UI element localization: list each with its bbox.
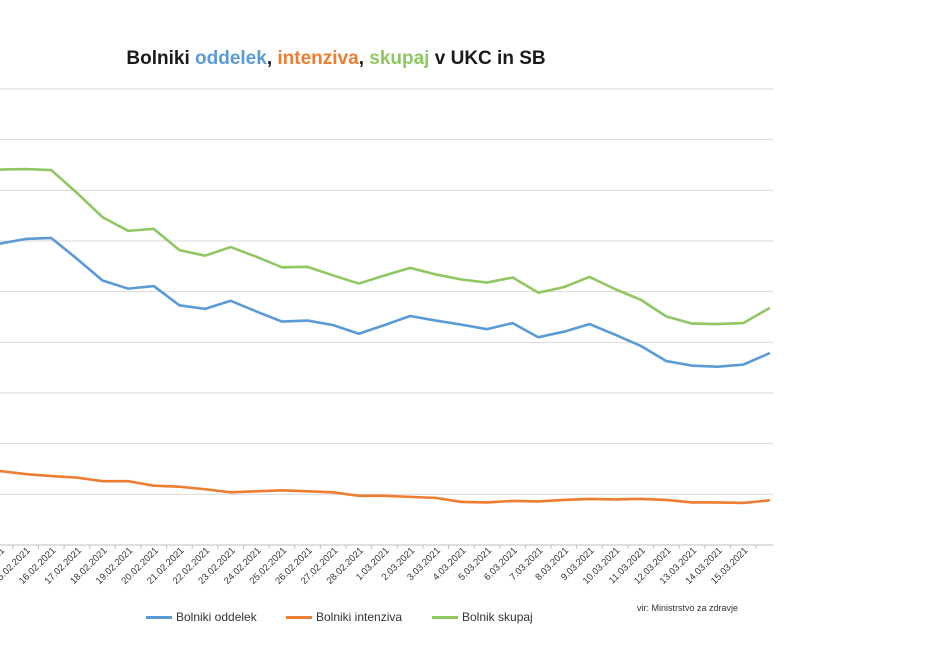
legend-item-oddelek: Bolniki oddelek	[146, 610, 257, 624]
legend-item-skupaj: Bolnik skupaj	[432, 610, 533, 624]
series-lines	[0, 167, 771, 505]
chart-title-part-4: ,	[358, 48, 370, 69]
legend-item-intenziva: Bolniki intenziva	[286, 610, 402, 624]
chart-title-part-2: ,	[266, 48, 278, 69]
legend-swatch-intenziva	[286, 616, 312, 620]
chart-title-part-0: Bolniki	[126, 48, 196, 69]
legend-swatch-oddelek	[146, 616, 172, 620]
chart-title-part-1: oddelek	[195, 48, 267, 69]
series-line-1	[0, 469, 771, 505]
source-note: vir: Ministrstvo za zdravje	[637, 603, 739, 613]
chart-title-part-6: v UKC in SB	[429, 48, 546, 69]
series-line-2	[0, 167, 771, 326]
x-axis: 202115.02.202116.02.202117.02.202118.02.…	[0, 545, 757, 587]
legend-label-intenziva: Bolniki intenziva	[316, 610, 403, 624]
gridlines	[0, 88, 773, 546]
chart-title-part-3: intenziva	[277, 48, 359, 69]
legend-label-oddelek: Bolniki oddelek	[176, 610, 257, 624]
chart-title: Bolniki oddelek, intenziva, skupaj v UKC…	[0, 48, 672, 70]
series-line-0	[0, 236, 771, 368]
chart-title-part-5: skupaj	[369, 48, 430, 69]
legend-swatch-skupaj	[432, 616, 458, 620]
legend-label-skupaj: Bolnik skupaj	[462, 610, 533, 624]
